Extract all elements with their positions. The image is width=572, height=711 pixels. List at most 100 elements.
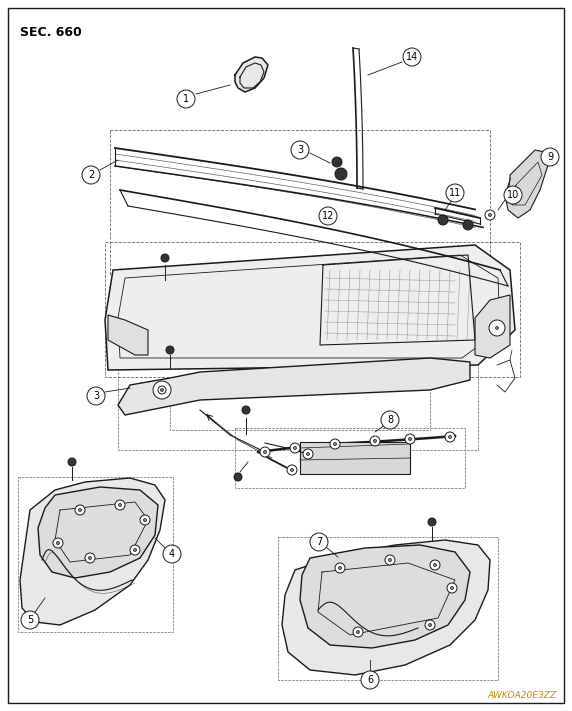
Circle shape	[425, 620, 435, 630]
Text: 11: 11	[449, 188, 461, 198]
Circle shape	[307, 452, 309, 456]
Circle shape	[332, 157, 342, 167]
Circle shape	[158, 386, 166, 394]
Circle shape	[140, 515, 150, 525]
Polygon shape	[38, 487, 158, 578]
Circle shape	[495, 326, 499, 329]
Circle shape	[333, 442, 336, 446]
Circle shape	[78, 508, 81, 511]
Bar	[300, 442, 410, 474]
Circle shape	[403, 48, 421, 66]
Circle shape	[463, 220, 473, 230]
Circle shape	[133, 548, 137, 552]
Circle shape	[339, 567, 341, 570]
Text: 3: 3	[297, 145, 303, 155]
Text: 7: 7	[316, 537, 322, 547]
Circle shape	[303, 449, 313, 459]
Circle shape	[234, 473, 242, 481]
Text: 4: 4	[169, 549, 175, 559]
Circle shape	[287, 465, 297, 475]
Polygon shape	[282, 540, 490, 675]
Circle shape	[451, 587, 454, 589]
Text: 3: 3	[93, 391, 99, 401]
Bar	[105, 242, 520, 377]
Circle shape	[68, 458, 76, 466]
Circle shape	[504, 186, 522, 204]
Circle shape	[21, 611, 39, 629]
Text: 1: 1	[183, 94, 189, 104]
Bar	[118, 355, 478, 450]
Bar	[18, 477, 173, 632]
Circle shape	[118, 503, 121, 506]
Circle shape	[446, 184, 464, 202]
Circle shape	[374, 439, 376, 442]
Circle shape	[438, 215, 448, 225]
Text: 9: 9	[547, 152, 553, 162]
Text: 2: 2	[88, 170, 94, 180]
Circle shape	[115, 500, 125, 510]
Circle shape	[385, 555, 395, 565]
Circle shape	[541, 148, 559, 166]
Circle shape	[485, 210, 495, 220]
Circle shape	[53, 538, 63, 548]
Bar	[235, 428, 465, 488]
Circle shape	[319, 207, 337, 225]
Polygon shape	[108, 315, 148, 355]
Circle shape	[489, 320, 505, 336]
Circle shape	[161, 254, 169, 262]
Circle shape	[405, 434, 415, 444]
Circle shape	[85, 553, 95, 563]
Circle shape	[260, 447, 270, 457]
Circle shape	[388, 559, 391, 562]
Polygon shape	[235, 57, 268, 92]
Text: SEC. 660: SEC. 660	[20, 26, 82, 39]
Circle shape	[430, 560, 440, 570]
Circle shape	[87, 387, 105, 405]
Circle shape	[144, 518, 146, 521]
Circle shape	[75, 505, 85, 515]
Circle shape	[335, 168, 347, 180]
Text: AWKOA20E3ZZ: AWKOA20E3ZZ	[487, 691, 556, 700]
Circle shape	[166, 346, 174, 354]
Circle shape	[161, 388, 164, 392]
Circle shape	[353, 627, 363, 637]
Circle shape	[57, 542, 59, 545]
Circle shape	[434, 564, 436, 567]
Text: 14: 14	[406, 52, 418, 62]
Circle shape	[381, 411, 399, 429]
Bar	[278, 537, 498, 680]
Circle shape	[335, 563, 345, 573]
Circle shape	[161, 388, 164, 392]
Circle shape	[163, 545, 181, 563]
Circle shape	[370, 436, 380, 446]
Polygon shape	[20, 478, 165, 625]
Circle shape	[447, 583, 457, 593]
Text: 12: 12	[322, 211, 334, 221]
Text: 6: 6	[367, 675, 373, 685]
Circle shape	[428, 624, 431, 626]
Polygon shape	[118, 358, 470, 415]
Text: 8: 8	[387, 415, 393, 425]
Circle shape	[428, 518, 436, 526]
Circle shape	[488, 213, 491, 217]
Text: 5: 5	[27, 615, 33, 625]
Circle shape	[153, 381, 171, 399]
Circle shape	[356, 631, 359, 634]
Circle shape	[89, 557, 92, 560]
Circle shape	[293, 447, 296, 449]
Circle shape	[330, 439, 340, 449]
Polygon shape	[505, 150, 548, 218]
Text: 10: 10	[507, 190, 519, 200]
Circle shape	[445, 432, 455, 442]
Circle shape	[291, 141, 309, 159]
Circle shape	[291, 469, 293, 471]
Circle shape	[290, 443, 300, 453]
Circle shape	[361, 671, 379, 689]
Circle shape	[448, 436, 451, 439]
Circle shape	[408, 437, 411, 441]
Circle shape	[264, 451, 267, 454]
Circle shape	[177, 90, 195, 108]
Polygon shape	[105, 245, 515, 370]
Circle shape	[82, 166, 100, 184]
Polygon shape	[475, 295, 510, 358]
